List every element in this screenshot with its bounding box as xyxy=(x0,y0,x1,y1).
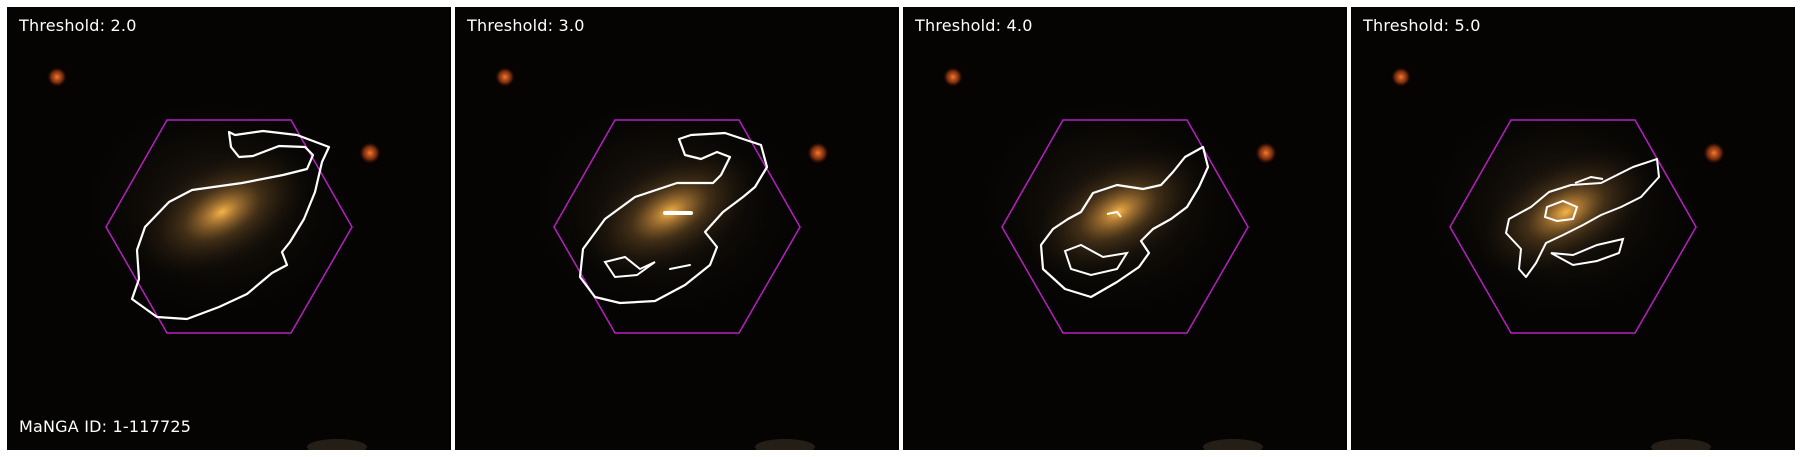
galaxy-image-1 xyxy=(7,7,451,450)
foreground-star xyxy=(1391,67,1411,87)
foreground-star xyxy=(1703,142,1725,164)
contour xyxy=(1063,243,1130,277)
galaxy-image-4 xyxy=(1351,7,1795,450)
foreground-star xyxy=(807,142,829,164)
image-panel-4: Threshold: 5.0 xyxy=(1351,7,1795,450)
contour xyxy=(1039,145,1210,299)
image-panel-2: Threshold: 3.0 xyxy=(455,7,899,450)
foreground-star xyxy=(1255,142,1277,164)
galaxy-image-2 xyxy=(455,7,899,450)
manga-id-label: MaNGA ID: 1-117725 xyxy=(19,417,192,436)
foreground-star xyxy=(495,67,515,87)
ifu-hexagon xyxy=(105,119,353,334)
foreground-star xyxy=(943,67,963,87)
contour xyxy=(603,255,656,279)
foreground-star xyxy=(47,67,67,87)
galaxy-core xyxy=(1478,147,1654,277)
contour xyxy=(1550,237,1625,267)
threshold-label: Threshold: 4.0 xyxy=(915,16,1033,35)
contour xyxy=(578,131,769,305)
contour xyxy=(669,264,691,270)
contour xyxy=(1106,210,1122,218)
contour xyxy=(130,129,331,321)
threshold-label: Threshold: 3.0 xyxy=(467,16,585,35)
image-panel-1: Threshold: 2.0 MaNGA ID: 1-117725 xyxy=(7,7,451,450)
image-panel-3: Threshold: 4.0 xyxy=(903,7,1347,450)
ifu-hexagon xyxy=(553,119,801,334)
threshold-label: Threshold: 2.0 xyxy=(19,16,137,35)
contour xyxy=(1505,158,1660,278)
galaxy-image-3 xyxy=(903,7,1347,450)
ifu-hexagon xyxy=(1001,119,1249,334)
threshold-label: Threshold: 5.0 xyxy=(1363,16,1481,35)
galaxy-core xyxy=(134,147,310,277)
foreground-star xyxy=(359,142,381,164)
contour xyxy=(1574,175,1604,184)
contour xyxy=(1543,199,1579,223)
ifu-hexagon xyxy=(1449,119,1697,334)
